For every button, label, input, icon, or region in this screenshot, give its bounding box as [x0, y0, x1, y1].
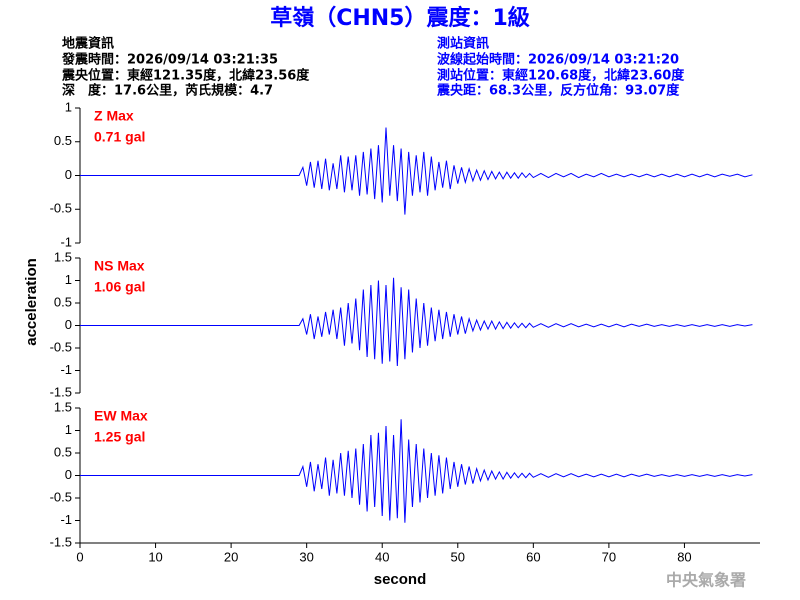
info-line: 波線起始時間：2026/09/14 03:21:20	[437, 52, 679, 68]
annotation: 1.06 gal	[94, 279, 145, 295]
info-line: 震央位置：東經121.35度，北緯23.56度	[61, 68, 310, 84]
info-line: 測站位置：東經120.68度，北緯23.60度	[437, 68, 685, 84]
y-tick-label: -0.5	[50, 339, 72, 354]
x-axis-label: second	[374, 571, 427, 588]
y-tick-label: 0	[65, 467, 72, 482]
y-tick-label: 1	[65, 99, 72, 114]
x-tick-label: 30	[299, 549, 313, 564]
y-tick-label: -1	[60, 362, 72, 377]
y-tick-label: 1.5	[54, 399, 72, 414]
footer: 中央氣象署	[666, 571, 746, 590]
waveform	[80, 127, 753, 215]
y-tick-label: 0.5	[54, 444, 72, 459]
x-tick-label: 60	[526, 549, 540, 564]
y-tick-label: 0.5	[54, 133, 72, 148]
annotation: 0.71 gal	[94, 129, 145, 145]
y-tick-label: 1	[65, 422, 72, 437]
info-line: 發震時間：2026/09/14 03:21:35	[61, 52, 278, 68]
title: 草嶺（CHN5）震度：1級	[270, 5, 530, 31]
y-tick-label: -0.5	[50, 489, 72, 504]
x-tick-label: 80	[677, 549, 691, 564]
x-tick-label: 20	[224, 549, 238, 564]
y-tick-label: -0.5	[50, 201, 72, 216]
annotation: 1.25 gal	[94, 429, 145, 445]
y-tick-label: 1.5	[54, 249, 72, 264]
x-tick-label: 0	[76, 549, 83, 564]
info-line: 測站資訊	[437, 36, 489, 52]
y-tick-label: 0	[65, 167, 72, 182]
waveform	[80, 419, 753, 523]
y-tick-label: -1	[60, 512, 72, 527]
y-tick-label: 1	[65, 272, 72, 287]
x-tick-label: 70	[602, 549, 616, 564]
y-tick-label: -1	[60, 234, 72, 249]
x-tick-label: 40	[375, 549, 389, 564]
y-axis-label: acceleration	[23, 258, 40, 346]
annotation: NS Max	[94, 258, 145, 274]
info-line: 震央距：68.3公里，反方位角：93.07度	[436, 83, 680, 99]
y-tick-label: 0.5	[54, 294, 72, 309]
annotation: EW Max	[94, 408, 148, 424]
y-tick-label: -1.5	[50, 384, 72, 399]
waveform	[80, 277, 753, 367]
y-tick-label: -1.5	[50, 534, 72, 549]
annotation: Z Max	[94, 108, 134, 124]
info-line: 深 度：17.6公里，芮氏規模：4.7	[62, 83, 273, 99]
y-tick-label: 0	[65, 317, 72, 332]
info-line: 地震資訊	[62, 36, 114, 52]
x-tick-label: 50	[451, 549, 465, 564]
x-tick-label: 10	[148, 549, 162, 564]
